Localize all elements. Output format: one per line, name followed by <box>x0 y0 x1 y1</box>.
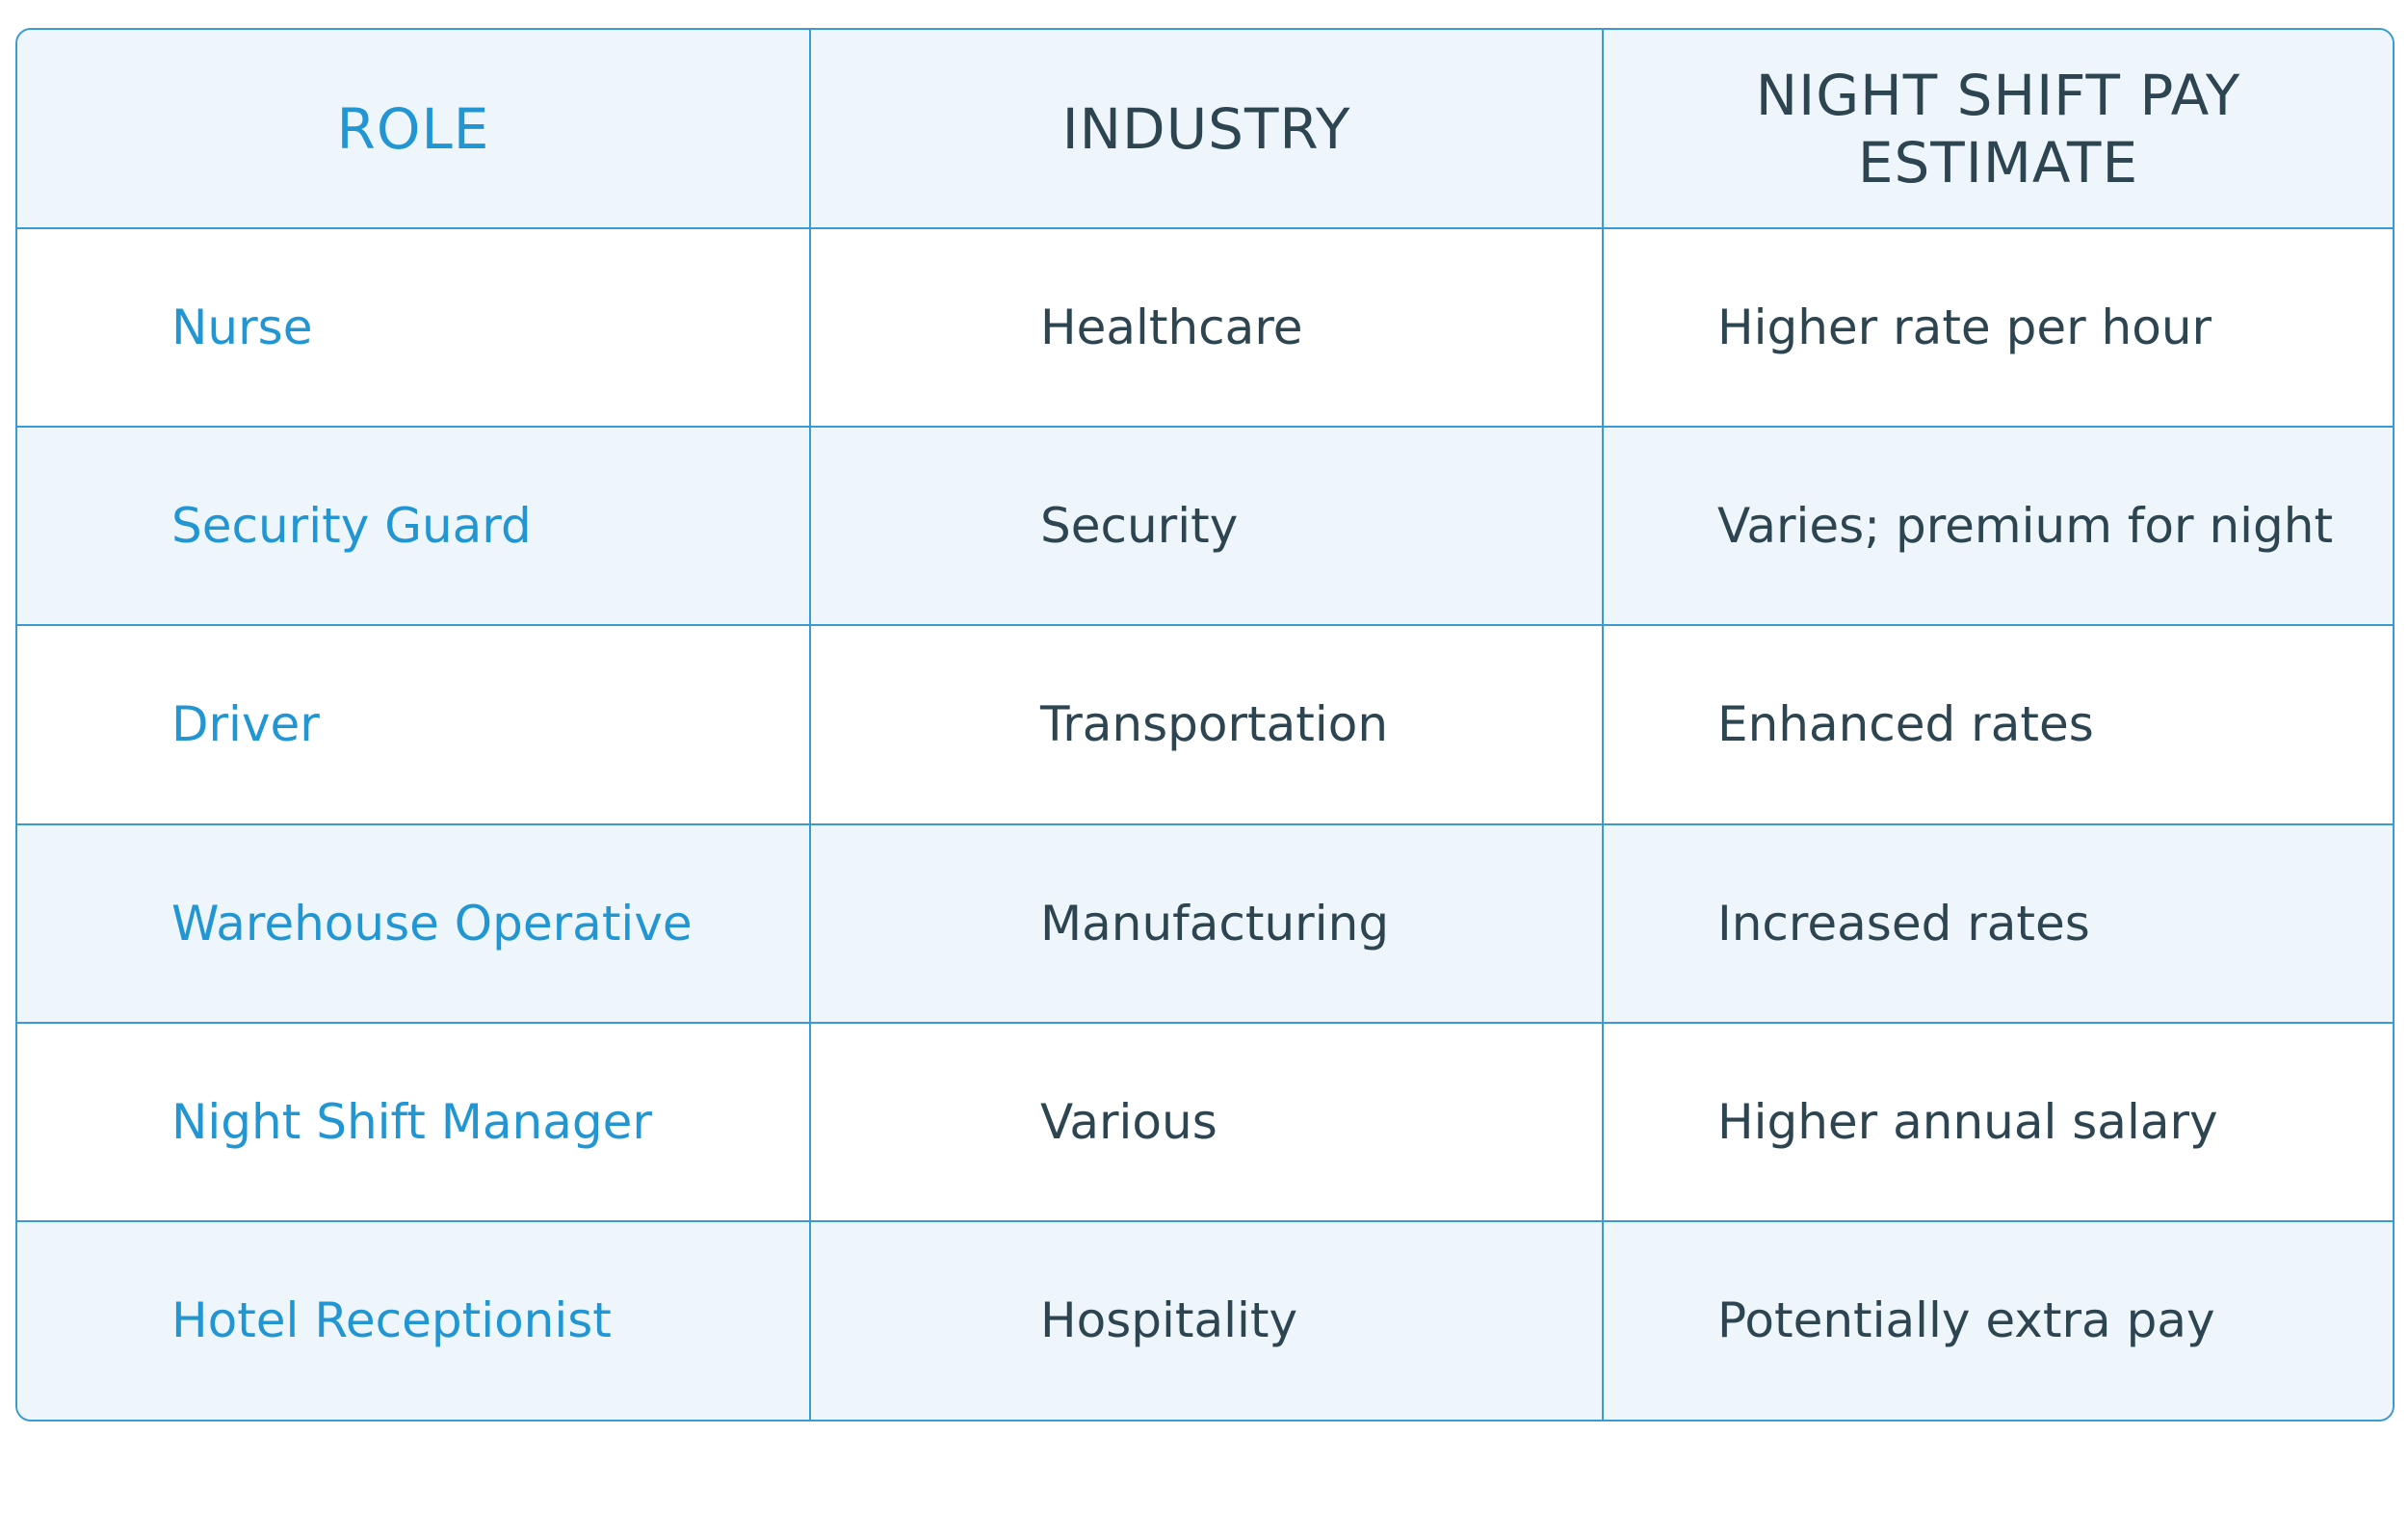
industry-cell: Manufacturing <box>809 822 1604 1024</box>
industry-cell: Various <box>809 1021 1604 1222</box>
role-cell: Hotel Receptionist <box>17 1219 811 1420</box>
role-cell: Driver <box>17 624 811 825</box>
role-cell: Warehouse Operative <box>17 822 811 1024</box>
industry-cell: Transportation <box>809 624 1604 825</box>
role-cell: Security Guard <box>17 426 811 627</box>
industry-cell: Security <box>809 426 1604 627</box>
pay-estimate-cell: Increased rates <box>1602 822 2393 1024</box>
role-cell: Night Shift Manager <box>17 1021 811 1222</box>
table-row: Driver Transportation Enhanced rates <box>17 624 2393 825</box>
pay-estimate-cell: Enhanced rates <box>1602 624 2393 825</box>
industry-cell: Healthcare <box>809 227 1604 429</box>
table-row: Security Guard Security Varies; premium … <box>17 426 2393 627</box>
table-row: Nurse Healthcare Higher rate per hour <box>17 227 2393 429</box>
role-cell: Nurse <box>17 227 811 429</box>
pay-estimate-cell: Varies; premium for night <box>1602 426 2393 627</box>
column-header-industry: INDUSTRY <box>809 30 1604 230</box>
column-header-pay-estimate: NIGHT SHIFT PAY ESTIMATE <box>1602 30 2393 230</box>
pay-estimate-cell: Higher rate per hour <box>1602 227 2393 429</box>
table-row: Warehouse Operative Manufacturing Increa… <box>17 822 2393 1024</box>
industry-cell: Hospitality <box>809 1219 1604 1420</box>
pay-table: ROLE INDUSTRY NIGHT SHIFT PAY ESTIMATE N… <box>17 30 2393 1420</box>
pay-estimate-cell: Higher annual salary <box>1602 1021 2393 1222</box>
table-row: Night Shift Manager Various Higher annua… <box>17 1021 2393 1222</box>
column-header-role: ROLE <box>17 30 811 230</box>
table-header-row: ROLE INDUSTRY NIGHT SHIFT PAY ESTIMATE <box>17 30 2393 230</box>
pay-estimate-cell: Potentially extra pay <box>1602 1219 2393 1420</box>
night-shift-pay-table: ROLE INDUSTRY NIGHT SHIFT PAY ESTIMATE N… <box>15 28 2395 1422</box>
table-row: Hotel Receptionist Hospitality Potential… <box>17 1219 2393 1420</box>
